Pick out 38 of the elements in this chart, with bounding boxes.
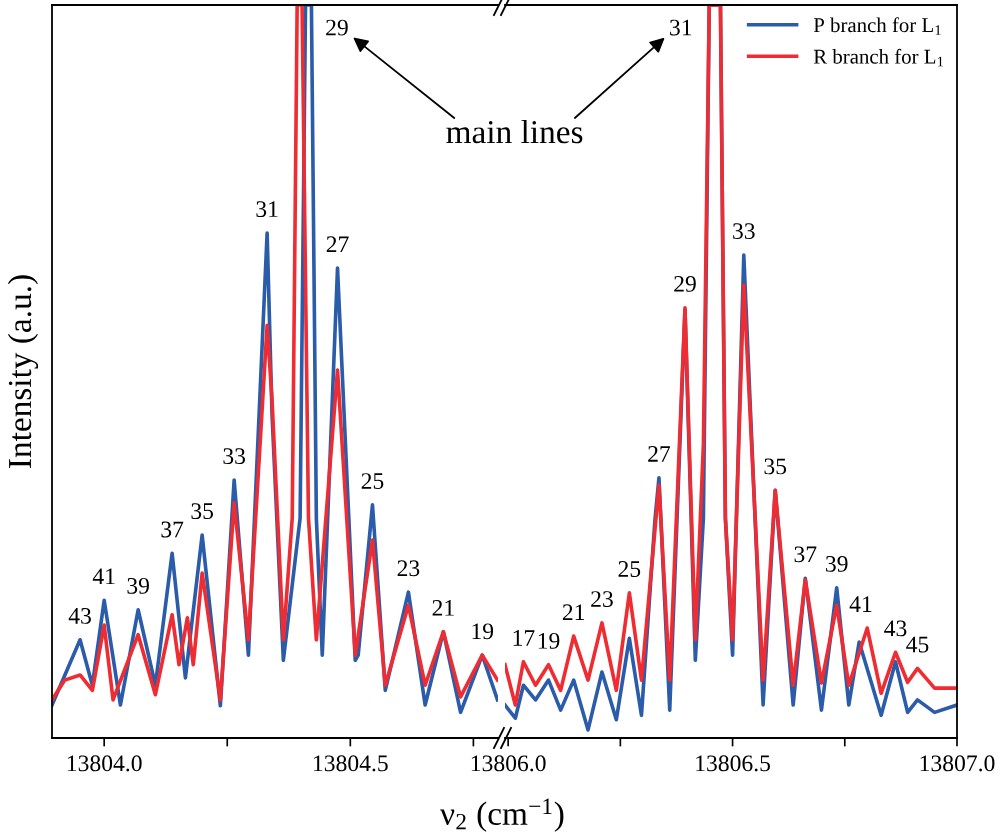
annotation: 23 bbox=[397, 560, 420, 577]
annotation: 41 bbox=[92, 568, 115, 585]
x-tick-label: 13806.5 bbox=[696, 755, 771, 772]
annotation: 25 bbox=[361, 473, 384, 489]
annotation: 25 bbox=[618, 561, 641, 577]
annotation: 29 bbox=[326, 19, 348, 36]
annotation: 39 bbox=[127, 577, 149, 594]
annotation: 19 bbox=[538, 632, 560, 649]
x-tick-label: 13806.0 bbox=[471, 755, 546, 772]
legend-label: P branch for L$_{1}$ bbox=[813, 17, 941, 35]
annotation: 37 bbox=[794, 546, 817, 563]
annotation: 31 bbox=[670, 19, 692, 36]
annotation: 29 bbox=[674, 275, 696, 292]
annotation: 19 bbox=[472, 623, 494, 640]
annotation: 45 bbox=[906, 636, 929, 653]
annotation: 41 bbox=[849, 596, 872, 612]
legend-label: R branch for L$_{1}$ bbox=[813, 48, 944, 67]
annotation: 39 bbox=[826, 555, 848, 572]
x-tick-label: 13804.0 bbox=[67, 755, 142, 772]
annotation: 35 bbox=[764, 458, 787, 475]
y-axis-title: Intensity (a.u.) bbox=[7, 275, 39, 468]
annotation: 31 bbox=[256, 201, 278, 218]
annotation: 21 bbox=[562, 604, 585, 620]
x-tick-label: 13804.5 bbox=[314, 755, 388, 772]
annotation: 17 bbox=[513, 630, 535, 646]
annotation: 27 bbox=[326, 236, 349, 253]
annotation: main lines bbox=[446, 119, 583, 144]
annotation: 21 bbox=[432, 599, 454, 616]
annotation: 37 bbox=[161, 521, 184, 538]
annotation: 35 bbox=[191, 503, 214, 520]
x-tick-label: 13807.0 bbox=[920, 755, 995, 772]
annotation: 33 bbox=[733, 223, 755, 240]
annotation: 43 bbox=[68, 608, 91, 624]
annotation: 43 bbox=[884, 620, 907, 637]
x-axis-title: ν$_{2}$ (cm$^{−1}$) bbox=[440, 798, 564, 832]
annotation: 27 bbox=[648, 446, 671, 462]
annotation: 33 bbox=[223, 448, 246, 465]
annotation: 23 bbox=[591, 591, 613, 608]
